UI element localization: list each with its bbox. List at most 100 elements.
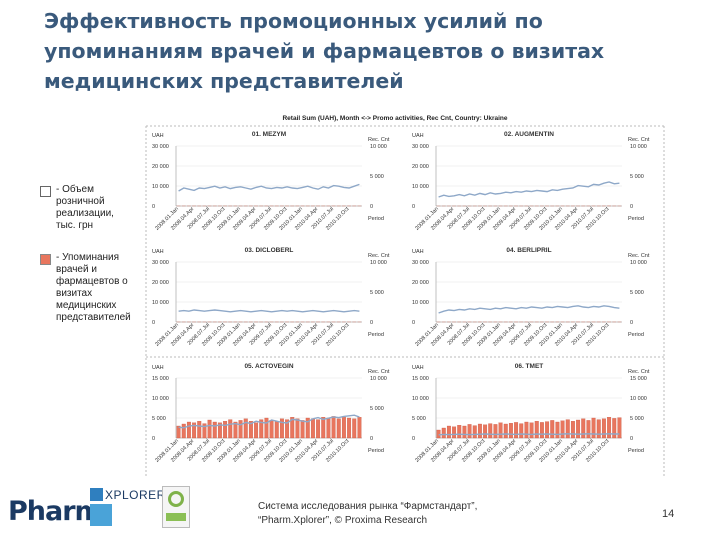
left-axis-label: UAH bbox=[412, 249, 424, 255]
bar bbox=[264, 417, 269, 439]
left-tick-label: 0 bbox=[152, 436, 155, 442]
logo-sub-text: XPLORER bbox=[105, 488, 166, 502]
bar bbox=[254, 422, 259, 439]
bar bbox=[176, 425, 181, 439]
bar bbox=[212, 421, 217, 439]
bar bbox=[233, 421, 238, 439]
logo-brand-text: Pharm bbox=[8, 496, 103, 527]
panel-title: 02. AUGMENTIN bbox=[504, 131, 554, 138]
bar bbox=[560, 420, 565, 439]
left-tick-label: 0 bbox=[412, 320, 415, 326]
bar bbox=[586, 420, 591, 439]
bar bbox=[503, 423, 508, 439]
bar bbox=[467, 424, 472, 439]
bar bbox=[550, 420, 555, 439]
bar bbox=[493, 424, 498, 439]
left-tick-label: 15 000 bbox=[412, 376, 429, 382]
right-tick-label: 0 bbox=[370, 436, 373, 442]
left-axis-label: UAH bbox=[152, 249, 164, 255]
left-tick-label: 0 bbox=[412, 436, 415, 442]
footer-line-2: “Pharm.Xplorer”, © Proxima Research bbox=[258, 515, 428, 526]
line-series bbox=[178, 183, 360, 192]
left-tick-label: 0 bbox=[152, 204, 155, 210]
bar bbox=[529, 422, 534, 439]
left-tick-label: 10 000 bbox=[152, 300, 169, 306]
left-tick-label: 0 bbox=[152, 320, 155, 326]
bar bbox=[607, 417, 612, 439]
bar bbox=[228, 419, 233, 439]
bar bbox=[498, 422, 503, 439]
x-axis-label: Period bbox=[628, 332, 644, 338]
bar bbox=[452, 426, 457, 439]
pharmxplorer-logo: XPLORER Pharm bbox=[8, 486, 165, 530]
right-tick-label: 10 000 bbox=[370, 144, 387, 150]
bar bbox=[259, 419, 264, 439]
footer-line-1: Система исследования рынка “Фармстандарт… bbox=[258, 501, 478, 512]
left-tick-label: 20 000 bbox=[412, 164, 429, 170]
left-tick-label: 5 000 bbox=[152, 416, 166, 422]
left-tick-label: 30 000 bbox=[152, 144, 169, 150]
bar bbox=[243, 418, 248, 439]
right-tick-label: 0 bbox=[370, 204, 373, 210]
bar bbox=[269, 420, 274, 439]
right-axis-label: Rec. Cnt bbox=[368, 137, 390, 143]
bar bbox=[483, 424, 488, 439]
legend-label-mentions: - Упоминания врачей и фармацевтов о визи… bbox=[56, 252, 131, 323]
line-series bbox=[438, 305, 620, 314]
bar bbox=[336, 418, 341, 439]
left-tick-label: 10 000 bbox=[412, 184, 429, 190]
right-tick-label: 5 000 bbox=[630, 290, 644, 296]
right-tick-label: 10 000 bbox=[630, 260, 647, 266]
panel-title: 01. MEZYM bbox=[252, 131, 286, 138]
bar bbox=[591, 417, 596, 439]
qlikview-badge-icon bbox=[162, 486, 190, 528]
right-tick-label: 10 000 bbox=[370, 260, 387, 266]
bar bbox=[352, 418, 357, 439]
right-tick-label: 10 000 bbox=[370, 376, 387, 382]
bar bbox=[576, 419, 581, 439]
page-number: 14 bbox=[662, 508, 675, 520]
left-tick-label: 30 000 bbox=[412, 144, 429, 150]
line-series bbox=[178, 309, 360, 313]
bar bbox=[326, 417, 331, 439]
right-tick-label: 5 000 bbox=[370, 406, 384, 412]
bar bbox=[436, 429, 441, 439]
bar bbox=[186, 421, 191, 439]
bar bbox=[316, 419, 321, 439]
bar bbox=[462, 425, 467, 439]
bar bbox=[202, 423, 207, 439]
bar bbox=[477, 423, 482, 439]
bar bbox=[331, 416, 336, 439]
left-tick-label: 10 000 bbox=[412, 300, 429, 306]
bar bbox=[217, 422, 222, 439]
x-axis-label: Period bbox=[368, 448, 384, 454]
page-title: Эффективность промоционных усилий по упо… bbox=[44, 9, 605, 93]
panel-title: 05. ACTOVEGIN bbox=[244, 363, 293, 370]
bar bbox=[274, 421, 279, 439]
left-tick-label: 10 000 bbox=[412, 396, 429, 402]
left-tick-label: 30 000 bbox=[412, 260, 429, 266]
bar bbox=[534, 421, 539, 439]
left-tick-label: 20 000 bbox=[152, 280, 169, 286]
panel-title: 03. DICLOBERL bbox=[245, 247, 294, 254]
x-axis-label: Period bbox=[368, 216, 384, 222]
bar bbox=[441, 427, 446, 439]
bar bbox=[457, 425, 462, 439]
bar bbox=[612, 418, 617, 439]
x-axis-label: Period bbox=[368, 332, 384, 338]
panel-title: 04. BERLIPRIL bbox=[506, 247, 551, 254]
legend-swatch-retail bbox=[40, 186, 51, 197]
bar bbox=[279, 418, 284, 439]
left-tick-label: 10 000 bbox=[152, 184, 169, 190]
bar bbox=[514, 422, 519, 439]
bar bbox=[341, 417, 346, 439]
bar bbox=[524, 421, 529, 439]
right-axis-label: Rec. Cnt bbox=[368, 253, 390, 259]
badge-bar-icon bbox=[166, 513, 186, 521]
badge-circle-icon bbox=[168, 491, 184, 507]
bar bbox=[581, 418, 586, 439]
left-tick-label: 20 000 bbox=[152, 164, 169, 170]
bar bbox=[555, 421, 560, 439]
bar bbox=[539, 422, 544, 439]
